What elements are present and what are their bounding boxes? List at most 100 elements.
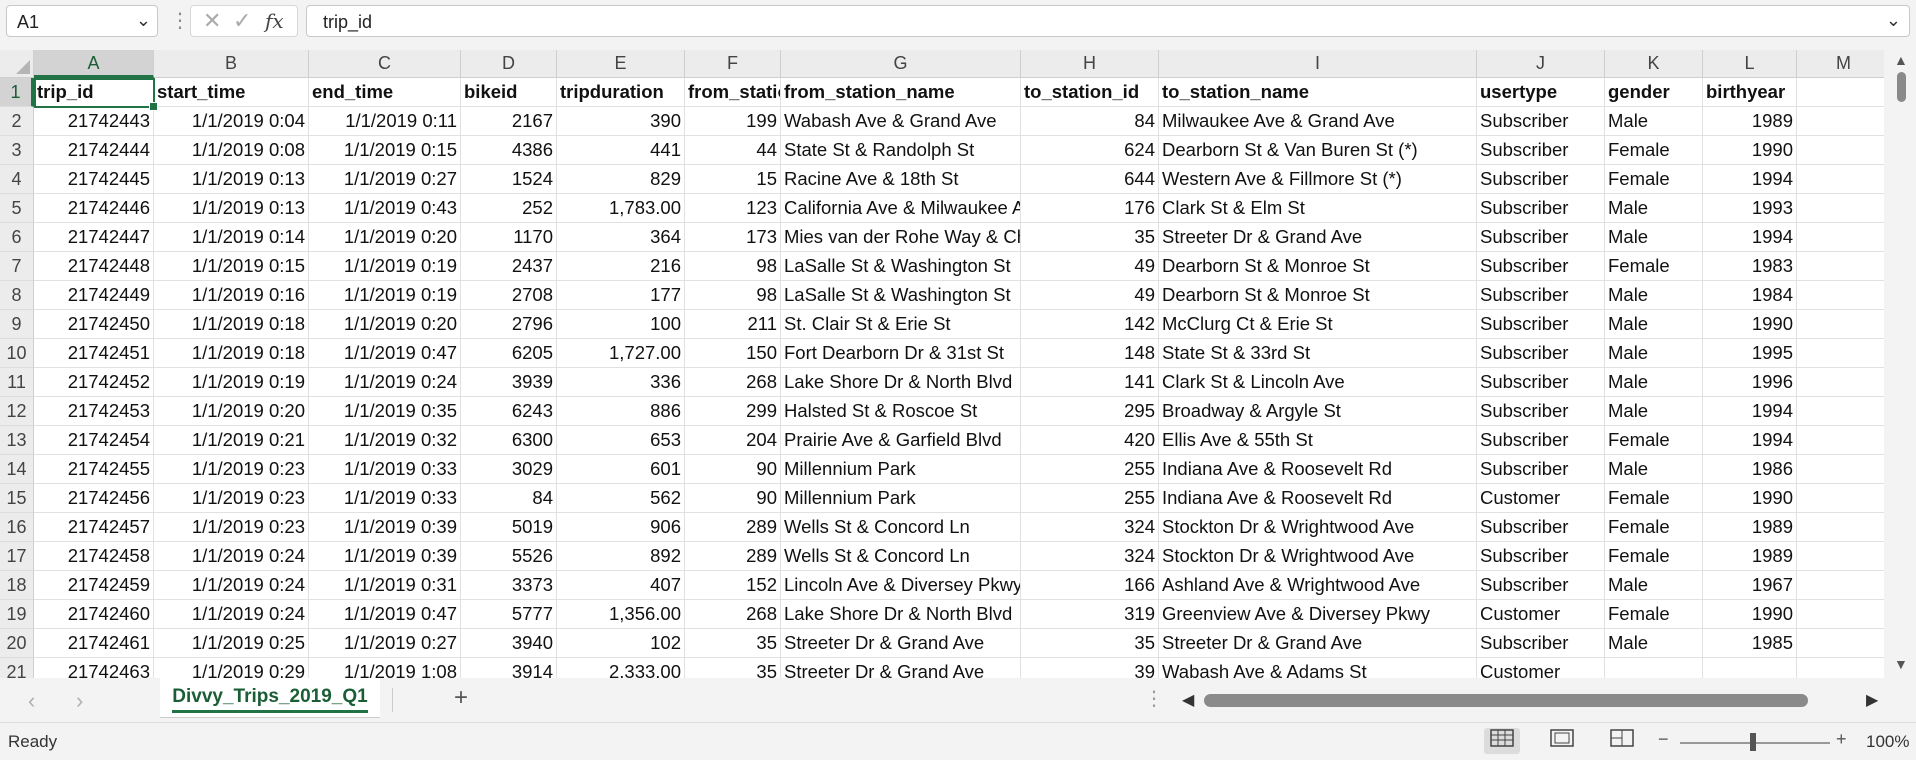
column-header-f[interactable]: F [685, 50, 781, 78]
table-cell[interactable]: LaSalle St & Washington St [781, 281, 1021, 310]
table-cell[interactable]: 1/1/2019 0:25 [154, 629, 309, 658]
table-cell[interactable]: Subscriber [1477, 136, 1605, 165]
table-cell[interactable]: 5777 [461, 600, 557, 629]
table-cell[interactable]: 1/1/2019 0:23 [154, 484, 309, 513]
table-cell[interactable]: 1990 [1703, 484, 1797, 513]
table-cell[interactable]: Stockton Dr & Wrightwood Ave [1159, 513, 1477, 542]
column-header-k[interactable]: K [1605, 50, 1703, 78]
table-cell[interactable]: 364 [557, 223, 685, 252]
row-header[interactable]: 9 [0, 310, 34, 339]
table-cell[interactable]: Halsted St & Roscoe St [781, 397, 1021, 426]
table-cell[interactable]: 1/1/2019 0:47 [309, 339, 461, 368]
table-cell[interactable]: 49 [1021, 281, 1159, 310]
name-box[interactable]: A1 ⌄ [6, 5, 158, 37]
table-cell[interactable]: Female [1605, 542, 1703, 571]
table-cell[interactable]: 1993 [1703, 194, 1797, 223]
table-cell[interactable]: Dearborn St & Monroe St [1159, 281, 1477, 310]
table-cell[interactable]: 1/1/2019 0:33 [309, 484, 461, 513]
spreadsheet-grid[interactable]: A B C D E F G H I J K L M 1 trip_id start_time end_time b… [0, 50, 1884, 678]
horizontal-scroll-thumb[interactable] [1204, 694, 1808, 707]
table-cell[interactable]: 1/1/2019 0:14 [154, 223, 309, 252]
table-cell[interactable]: 1/1/2019 0:11 [309, 107, 461, 136]
table-cell[interactable]: 1994 [1703, 397, 1797, 426]
row-header[interactable]: 10 [0, 339, 34, 368]
table-cell[interactable]: 1995 [1703, 339, 1797, 368]
table-cell[interactable]: 49 [1021, 252, 1159, 281]
table-cell[interactable]: Ashland Ave & Wrightwood Ave [1159, 571, 1477, 600]
table-cell[interactable]: Male [1605, 194, 1703, 223]
table-cell[interactable]: 324 [1021, 513, 1159, 542]
table-cell[interactable]: Stockton Dr & Wrightwood Ave [1159, 542, 1477, 571]
table-cell[interactable]: Western Ave & Fillmore St (*) [1159, 165, 1477, 194]
table-cell[interactable]: 90 [685, 455, 781, 484]
table-cell[interactable]: 4386 [461, 136, 557, 165]
table-cell[interactable]: 653 [557, 426, 685, 455]
table-cell[interactable]: Male [1605, 281, 1703, 310]
insert-function-icon[interactable]: fx [265, 9, 284, 33]
table-cell[interactable]: 1990 [1703, 136, 1797, 165]
table-cell[interactable]: Subscriber [1477, 165, 1605, 194]
table-cell[interactable]: 100 [557, 310, 685, 339]
table-cell[interactable]: Male [1605, 339, 1703, 368]
column-header-m[interactable]: M [1797, 50, 1884, 78]
table-cell[interactable] [1797, 136, 1884, 165]
table-cell[interactable]: 6300 [461, 426, 557, 455]
table-cell[interactable]: 441 [557, 136, 685, 165]
table-cell[interactable]: 1989 [1703, 107, 1797, 136]
row-header[interactable]: 1 [0, 78, 34, 107]
header-cell[interactable]: start_time [154, 78, 309, 107]
table-cell[interactable]: 1989 [1703, 542, 1797, 571]
table-cell[interactable]: 1/1/2019 0:18 [154, 310, 309, 339]
row-header[interactable]: 12 [0, 397, 34, 426]
table-cell[interactable]: Dearborn St & Monroe St [1159, 252, 1477, 281]
column-header-i[interactable]: I [1159, 50, 1477, 78]
row-header[interactable]: 6 [0, 223, 34, 252]
table-cell[interactable]: 906 [557, 513, 685, 542]
select-all-button[interactable] [0, 50, 34, 78]
table-cell[interactable]: Milwaukee Ave & Grand Ave [1159, 107, 1477, 136]
header-cell[interactable]: to_station_name [1159, 78, 1477, 107]
table-cell[interactable]: 1/1/2019 0:35 [309, 397, 461, 426]
row-header[interactable]: 7 [0, 252, 34, 281]
table-cell[interactable]: 177 [557, 281, 685, 310]
zoom-out-button[interactable]: − [1658, 729, 1669, 749]
table-cell[interactable]: 1/1/2019 0:27 [309, 165, 461, 194]
row-header[interactable]: 5 [0, 194, 34, 223]
table-cell[interactable]: 1/1/2019 0:19 [154, 368, 309, 397]
table-cell[interactable]: 289 [685, 542, 781, 571]
table-cell[interactable]: 295 [1021, 397, 1159, 426]
table-cell[interactable]: 319 [1021, 600, 1159, 629]
table-cell[interactable]: 90 [685, 484, 781, 513]
table-cell[interactable]: 1/1/2019 0:24 [309, 368, 461, 397]
horizontal-scrollbar[interactable] [1204, 694, 1872, 708]
table-cell[interactable]: Female [1605, 426, 1703, 455]
table-cell[interactable]: 1/1/2019 0:24 [154, 571, 309, 600]
expand-formula-icon[interactable]: ⌄ [1885, 10, 1901, 30]
table-cell[interactable]: Streeter Dr & Grand Ave [781, 658, 1021, 678]
table-cell[interactable]: 1/1/2019 0:39 [309, 513, 461, 542]
table-cell[interactable]: 39 [1021, 658, 1159, 678]
table-cell[interactable]: 1983 [1703, 252, 1797, 281]
table-cell[interactable]: 98 [685, 252, 781, 281]
table-cell[interactable]: Male [1605, 107, 1703, 136]
row-header[interactable]: 3 [0, 136, 34, 165]
table-cell[interactable]: 21742453 [34, 397, 154, 426]
column-header-h[interactable]: H [1021, 50, 1159, 78]
row-header[interactable]: 14 [0, 455, 34, 484]
column-header-d[interactable]: D [461, 50, 557, 78]
table-cell[interactable]: 21742458 [34, 542, 154, 571]
vertical-scrollbar[interactable]: ▲ ▼ [1884, 50, 1916, 678]
header-cell[interactable]: to_station_id [1021, 78, 1159, 107]
table-cell[interactable]: 1,356.00 [557, 600, 685, 629]
table-cell[interactable]: 166 [1021, 571, 1159, 600]
cancel-icon[interactable]: ✕ [203, 8, 222, 33]
table-cell[interactable] [1797, 484, 1884, 513]
table-cell[interactable]: Mies van der Rohe Way & Chicago Ave [781, 223, 1021, 252]
table-cell[interactable]: 1/1/2019 0:08 [154, 136, 309, 165]
table-cell[interactable]: 21742447 [34, 223, 154, 252]
table-cell[interactable]: Subscriber [1477, 339, 1605, 368]
table-cell[interactable]: Customer [1477, 484, 1605, 513]
table-cell[interactable]: 123 [685, 194, 781, 223]
table-cell[interactable]: 21742459 [34, 571, 154, 600]
column-header-c[interactable]: C [309, 50, 461, 78]
